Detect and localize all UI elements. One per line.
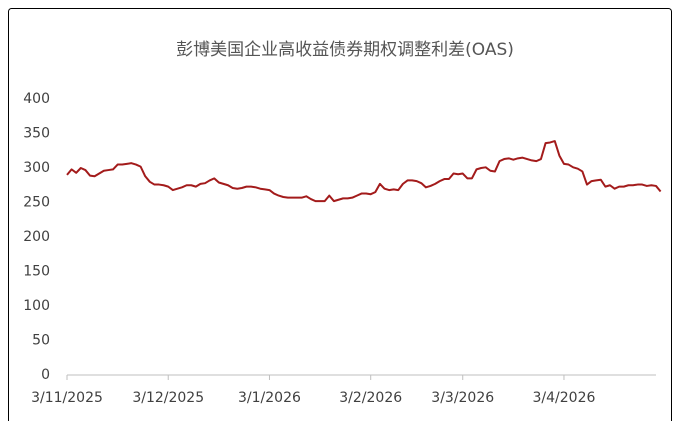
chart-title: 彭博美国企业高收益债券期权调整利差(OAS) xyxy=(176,40,514,60)
x-tick-label: 3/11/2025 xyxy=(31,390,103,406)
y-tick-label: 100 xyxy=(23,298,50,314)
y-tick-label: 350 xyxy=(23,126,50,142)
y-tick-label: 200 xyxy=(23,229,50,245)
y-tick-label: 400 xyxy=(23,91,50,107)
y-tick-label: 150 xyxy=(23,264,50,280)
x-tick-label: 3/3/2026 xyxy=(431,390,494,406)
x-tick-label: 3/1/2026 xyxy=(238,390,301,406)
chart-frame xyxy=(8,8,672,421)
y-tick-label: 250 xyxy=(23,195,50,211)
y-tick-label: 300 xyxy=(23,160,50,176)
x-tick-label: 3/12/2025 xyxy=(132,390,204,406)
y-tick-label: 50 xyxy=(32,333,50,349)
line-series xyxy=(66,140,662,203)
y-tick-label: 0 xyxy=(41,367,50,383)
x-tick-label: 3/4/2026 xyxy=(533,390,596,406)
x-tick-label: 3/2/2026 xyxy=(339,390,402,406)
